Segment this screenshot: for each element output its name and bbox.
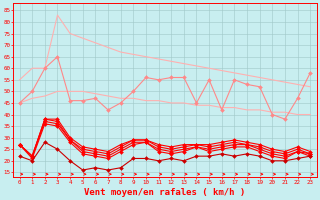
X-axis label: Vent moyen/en rafales ( km/h ): Vent moyen/en rafales ( km/h ) [84, 188, 245, 197]
